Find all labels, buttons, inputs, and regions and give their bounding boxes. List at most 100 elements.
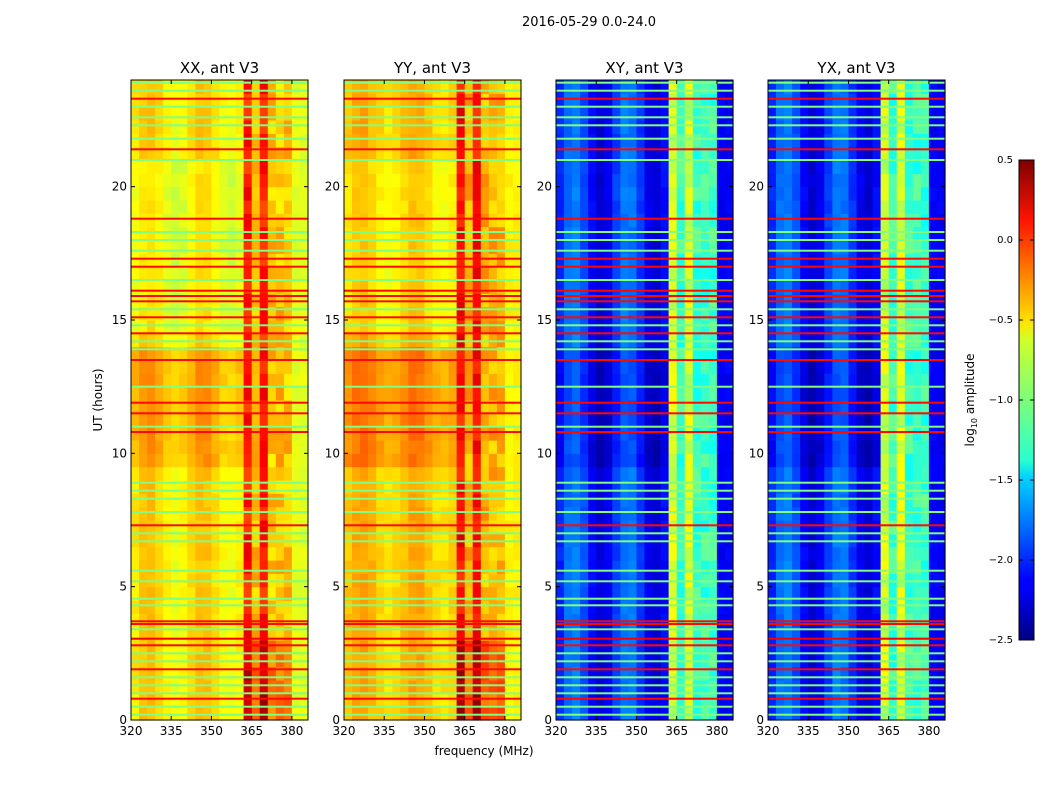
heatmap-cell	[227, 146, 237, 161]
heatmap-cell	[211, 400, 221, 414]
heatmap-cell	[440, 640, 450, 654]
heatmap-cell	[784, 533, 793, 548]
heatmap-cell	[896, 586, 906, 601]
heatmap-cell	[211, 106, 221, 121]
heatmap-cell	[155, 400, 164, 414]
heatmap-cell	[784, 133, 793, 148]
heatmap-cell	[360, 706, 369, 721]
heatmap-cell	[800, 426, 809, 441]
heatmap-cell	[400, 613, 409, 628]
heatmap-cell	[880, 173, 890, 188]
heatmap-cell	[163, 640, 172, 654]
heatmap-cell	[604, 200, 613, 214]
heatmap-cell	[564, 173, 573, 188]
heatmap-cell	[556, 80, 565, 94]
heatmap-cell	[856, 640, 866, 654]
heatmap-cell	[227, 213, 237, 228]
heatmap-cell	[416, 480, 425, 494]
heatmap-cell	[904, 333, 914, 348]
heatmap-cell	[187, 146, 196, 161]
heatmap-cell	[716, 560, 726, 574]
heatmap-cell	[211, 373, 221, 388]
heatmap-cell	[800, 280, 809, 294]
heatmap-cell	[684, 400, 694, 414]
heatmap-cell	[928, 120, 938, 134]
heatmap-cell	[464, 506, 474, 521]
heatmap-cell	[768, 200, 777, 214]
heatmap-cell	[912, 626, 922, 641]
heatmap-cell	[692, 293, 702, 308]
heatmap-cell	[235, 120, 245, 134]
heatmap-cell	[816, 560, 825, 574]
heatmap-cell	[912, 440, 922, 454]
heatmap-cell	[179, 306, 188, 321]
heatmap-cell	[652, 333, 662, 348]
heatmap-cell	[612, 333, 621, 348]
colorbar-tick-label: −1.5	[989, 475, 1013, 486]
heatmap-cell	[776, 253, 785, 268]
heatmap-cell	[456, 680, 466, 694]
heatmap-cell	[211, 546, 221, 561]
heatmap-cell	[620, 466, 629, 481]
heatmap-cell	[139, 413, 148, 428]
heatmap-cell	[692, 560, 702, 574]
panel-title: XY, ant V3	[605, 59, 683, 77]
heatmap-cell	[725, 653, 734, 668]
heatmap-cell	[684, 373, 694, 388]
heatmap-cell	[344, 346, 353, 361]
heatmap-cell	[676, 426, 686, 441]
heatmap-cell	[352, 106, 361, 121]
heatmap-cell	[187, 280, 196, 294]
heatmap-cell	[368, 546, 377, 561]
heatmap-cell	[612, 533, 621, 548]
heatmap-cell	[139, 133, 148, 148]
heatmap-cell	[155, 320, 164, 334]
heatmap-cell	[768, 666, 777, 681]
heatmap-cell	[776, 600, 785, 614]
heatmap-cell	[792, 640, 801, 654]
heatmap-cell	[920, 613, 930, 628]
heatmap-cell	[912, 680, 922, 694]
heatmap-cell	[920, 600, 930, 614]
heatmap-cell	[360, 440, 369, 454]
heatmap-cell	[488, 200, 498, 214]
heatmap-cell	[147, 240, 156, 254]
heatmap-cell	[195, 106, 204, 121]
heatmap-cell	[700, 560, 710, 574]
heatmap-cell	[291, 586, 301, 601]
heatmap-cell	[784, 253, 793, 268]
heatmap-cell	[912, 400, 922, 414]
heatmap-cell	[888, 213, 898, 228]
heatmap-cell	[596, 80, 605, 94]
flag-line	[556, 295, 733, 297]
heatmap-cell	[904, 693, 914, 708]
heatmap-cell	[668, 80, 678, 94]
heatmap-cell	[456, 626, 466, 641]
heatmap-cell	[456, 506, 466, 521]
heatmap-cell	[716, 626, 726, 641]
heatmap-cell	[360, 320, 369, 334]
heatmap-cell	[267, 226, 277, 241]
heatmap-cell	[848, 520, 858, 534]
heatmap-cell	[291, 600, 301, 614]
heatmap-cell	[928, 213, 938, 228]
colorbar-label: log10 amplitude	[963, 354, 979, 447]
heatmap-cell	[660, 240, 670, 254]
heatmap-cell	[155, 466, 164, 481]
heatmap-cell	[513, 653, 522, 668]
heatmap-cell	[784, 120, 793, 134]
heatmap-cell	[251, 706, 261, 721]
heatmap-cell	[171, 520, 180, 534]
heatmap-cell	[716, 213, 726, 228]
heatmap-cell	[384, 120, 393, 134]
heatmap-cell	[448, 280, 458, 294]
heatmap-cell	[888, 306, 898, 321]
heatmap-cell	[416, 626, 425, 641]
heatmap-cell	[283, 266, 293, 281]
heatmap-cell	[832, 426, 841, 441]
heatmap-cell	[928, 360, 938, 374]
heatmap-cell	[155, 346, 164, 361]
heatmap-cell	[488, 346, 498, 361]
heatmap-cell	[684, 533, 694, 548]
heatmap-cell	[912, 106, 922, 121]
